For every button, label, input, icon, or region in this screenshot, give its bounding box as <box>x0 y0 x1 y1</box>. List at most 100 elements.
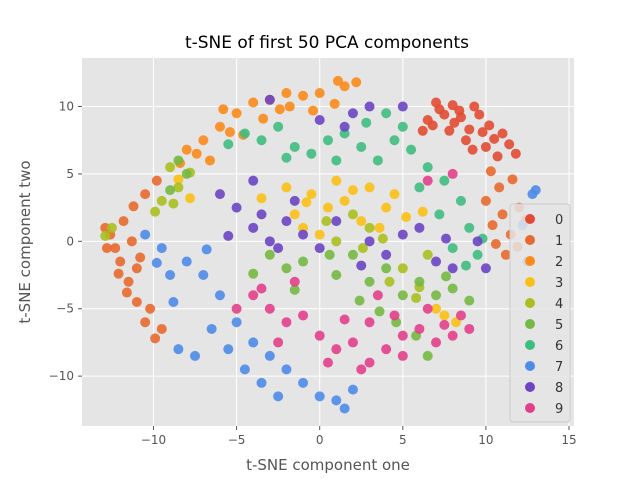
data-point <box>356 260 367 271</box>
data-point <box>447 283 458 294</box>
data-point <box>274 104 285 115</box>
data-point <box>289 276 300 287</box>
data-point <box>173 344 184 355</box>
data-point <box>126 236 137 247</box>
data-point <box>372 155 383 166</box>
data-point <box>460 135 471 146</box>
legend-marker <box>525 340 535 350</box>
data-point <box>364 182 375 193</box>
data-point <box>497 128 508 139</box>
data-point <box>204 155 215 166</box>
data-point <box>431 97 442 108</box>
legend-item-4: 4 <box>525 297 563 312</box>
data-point <box>441 233 452 244</box>
data-point <box>306 189 317 200</box>
data-point <box>464 323 475 334</box>
y-tick-label: −10 <box>49 369 74 383</box>
data-point <box>339 121 350 132</box>
data-point <box>273 391 284 402</box>
data-point <box>218 104 229 115</box>
data-point <box>168 198 179 209</box>
data-point <box>374 306 385 317</box>
data-point <box>530 185 541 196</box>
data-point <box>492 151 503 162</box>
x-tick-label: 15 <box>561 433 576 447</box>
data-point <box>357 243 368 254</box>
data-point <box>264 303 275 314</box>
data-point <box>480 263 491 274</box>
data-point <box>364 222 375 233</box>
data-point <box>256 283 267 294</box>
data-point <box>389 310 400 321</box>
data-point <box>231 317 242 328</box>
data-point <box>231 303 242 314</box>
data-point <box>485 166 496 177</box>
data-point <box>256 377 267 388</box>
data-point <box>447 243 458 254</box>
x-tick-label: 10 <box>478 433 493 447</box>
data-point <box>131 296 142 307</box>
data-point <box>397 330 408 341</box>
data-point <box>101 243 112 254</box>
data-point <box>329 98 340 109</box>
data-point <box>323 135 333 146</box>
data-point <box>444 125 455 136</box>
data-point <box>231 108 242 119</box>
data-point <box>347 249 358 260</box>
data-point <box>431 290 442 301</box>
data-point <box>389 135 400 146</box>
data-point <box>472 249 483 260</box>
data-point <box>372 290 383 301</box>
data-point <box>439 175 450 186</box>
data-point <box>140 189 151 200</box>
data-point <box>356 364 367 375</box>
data-point <box>165 270 176 281</box>
data-point <box>487 220 498 231</box>
data-point <box>484 120 495 131</box>
legend-marker <box>525 298 535 308</box>
data-point <box>256 209 267 220</box>
y-axis-ticks: −10 −5 0 5 10 <box>49 100 82 383</box>
data-point <box>447 100 458 111</box>
data-point <box>377 233 388 244</box>
data-point <box>248 268 259 279</box>
series-1-points <box>100 166 531 344</box>
data-point <box>281 182 292 193</box>
data-point <box>354 295 365 306</box>
data-point <box>214 290 225 301</box>
data-point <box>289 284 300 295</box>
data-point <box>414 222 425 233</box>
data-point <box>145 303 156 314</box>
data-point <box>156 323 167 334</box>
data-point <box>306 148 317 159</box>
data-point <box>414 323 425 334</box>
data-point <box>397 101 408 112</box>
legend-marker <box>525 277 535 287</box>
legend-marker <box>525 235 535 245</box>
data-point <box>298 229 309 240</box>
data-point <box>381 249 392 260</box>
data-point <box>123 276 134 287</box>
data-point <box>347 108 358 119</box>
legend-marker <box>525 319 535 329</box>
data-point <box>364 317 375 328</box>
data-point <box>331 155 342 166</box>
data-point <box>308 105 319 116</box>
data-point <box>447 263 458 274</box>
legend-item-2: 2 <box>525 255 563 270</box>
data-point <box>314 115 325 126</box>
data-point <box>364 357 375 368</box>
series-8-points <box>214 94 491 274</box>
scatter-points <box>100 75 541 414</box>
data-point <box>347 384 358 395</box>
data-point <box>113 268 124 279</box>
y-axis-label: t-SNE component two <box>16 160 34 323</box>
data-point <box>439 319 450 330</box>
data-point <box>480 141 491 152</box>
data-point <box>281 317 292 328</box>
data-point <box>449 117 460 128</box>
series-0-points <box>417 97 521 162</box>
data-point <box>264 249 275 260</box>
data-point <box>439 109 450 120</box>
